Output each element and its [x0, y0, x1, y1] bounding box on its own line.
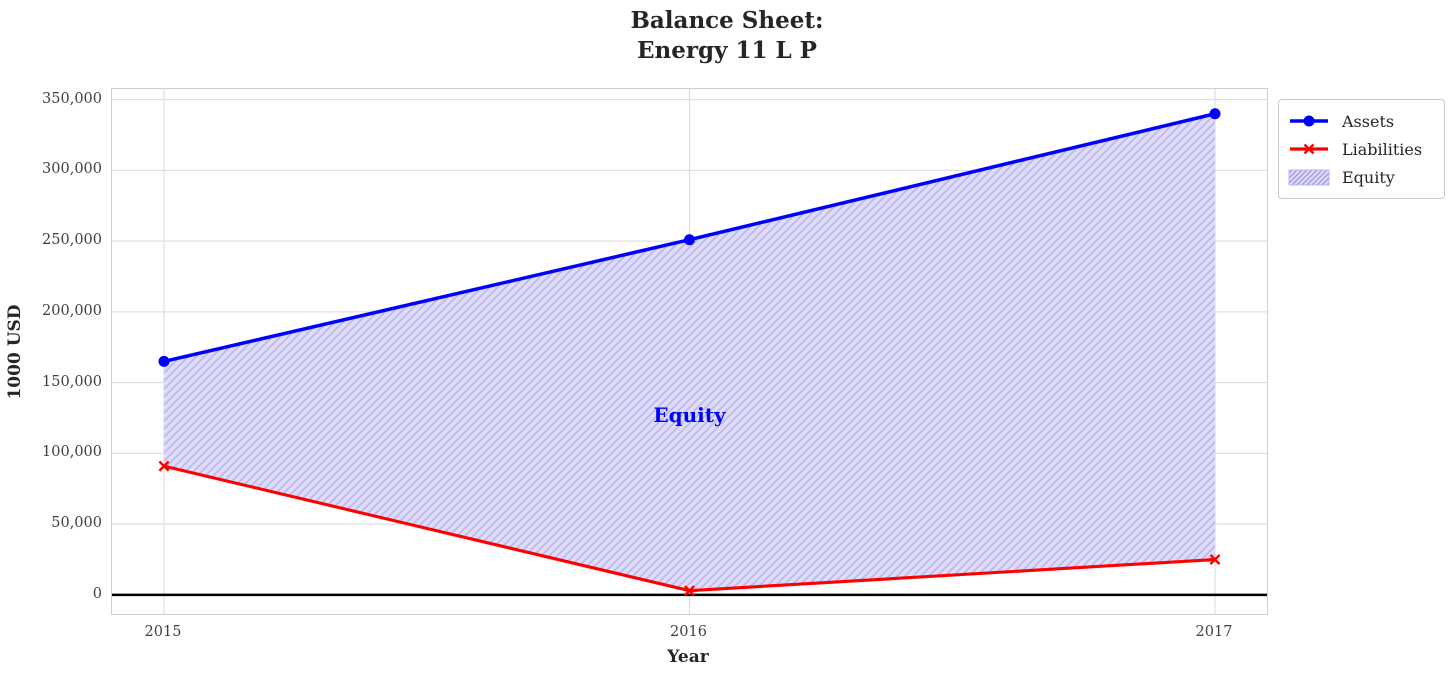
liabilities-x-marker-icon: [1209, 554, 1221, 565]
chart-title-line-2: Energy 11 L P: [637, 37, 817, 64]
x-tick-label: 2016: [670, 624, 707, 640]
liabilities-line-sample: [1290, 143, 1328, 155]
x-tick-label: 2015: [144, 624, 182, 640]
plot-area: Equity: [111, 88, 1268, 615]
legend-label-equity: Equity: [1342, 167, 1395, 187]
chart-title: Balance Sheet: Energy 11 L P: [630, 6, 823, 66]
y-tick-label: 50,000: [51, 515, 102, 532]
legend: Assets Liabilities Equity: [1278, 99, 1445, 199]
y-tick-label: 0: [92, 585, 102, 602]
legend-item-assets: Assets: [1288, 107, 1435, 135]
legend-item-equity: Equity: [1288, 163, 1435, 191]
assets-circle-marker-icon: [1209, 108, 1221, 120]
chart-title-line-1: Balance Sheet:: [630, 7, 824, 34]
y-tick-label: 300,000: [42, 161, 102, 178]
liabilities-sample-x-marker-icon: [1303, 143, 1315, 155]
assets-circle-marker-icon: [158, 355, 170, 367]
legend-label-liabilities: Liabilities: [1342, 139, 1423, 159]
y-tick-label: 100,000: [42, 444, 102, 461]
legend-item-liabilities: Liabilities: [1288, 135, 1435, 163]
liabilities-x-marker-icon: [158, 460, 170, 472]
y-tick-label: 350,000: [42, 90, 102, 107]
y-tick-label: 150,000: [42, 373, 102, 390]
liabilities-x-marker-icon: [684, 585, 695, 597]
legend-label-assets: Assets: [1342, 111, 1395, 131]
equity-sample-hatch: [1288, 169, 1330, 185]
chart-canvas: Equity: [112, 89, 1267, 614]
x-axis-label: Year: [667, 647, 709, 667]
assets-line-sample: [1290, 115, 1328, 127]
y-tick-label: 200,000: [42, 302, 102, 319]
equity-area-hatch: [164, 113, 1215, 591]
y-tick-label: 250,000: [42, 232, 102, 249]
assets-sample-circle-marker-icon: [1303, 115, 1315, 127]
x-tick-label: 2017: [1195, 624, 1233, 640]
assets-circle-marker-icon: [684, 234, 695, 246]
equity-annotation: Equity: [653, 403, 727, 427]
equity-patch-sample: [1288, 169, 1330, 185]
